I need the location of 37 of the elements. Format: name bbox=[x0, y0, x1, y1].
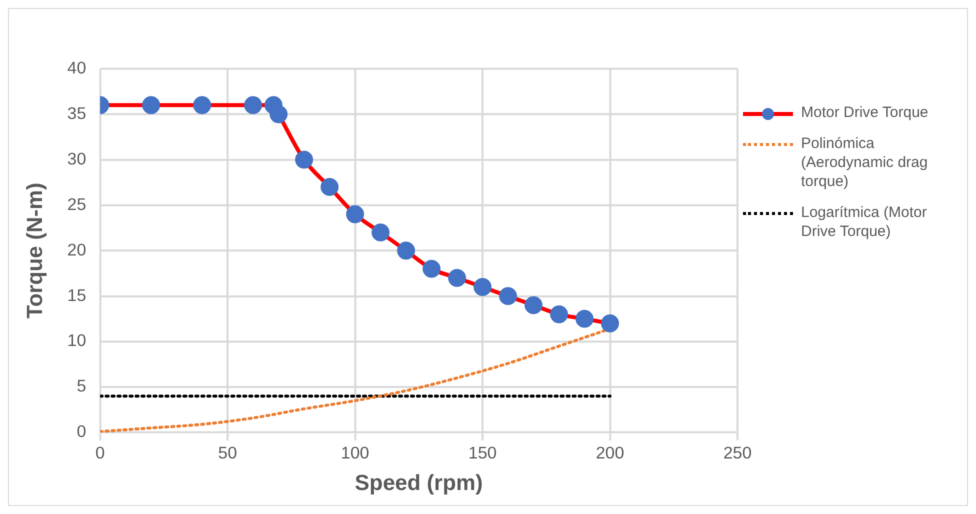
x-axis-title: Speed (rpm) bbox=[354, 470, 483, 495]
y-tick-label: 40 bbox=[67, 58, 86, 78]
point bbox=[448, 268, 466, 287]
y-axis-title: Torque (N-m) bbox=[22, 182, 48, 319]
point bbox=[499, 287, 518, 306]
point bbox=[346, 205, 364, 224]
point bbox=[270, 105, 288, 124]
x-tick-label: 0 bbox=[95, 443, 105, 462]
point bbox=[397, 242, 416, 260]
point bbox=[474, 278, 492, 296]
x-tick-label: 200 bbox=[596, 443, 624, 462]
x-tick-label: 100 bbox=[340, 443, 370, 462]
legend-label: Motor Drive Torque bbox=[801, 103, 928, 122]
point bbox=[550, 305, 568, 324]
y-tick-label: 20 bbox=[67, 240, 86, 260]
point bbox=[524, 296, 543, 314]
x-tick-label: 50 bbox=[218, 443, 238, 462]
point bbox=[142, 96, 160, 114]
legend-label: Logarítmica (Motor Drive Torque) bbox=[801, 203, 928, 241]
point bbox=[372, 223, 390, 242]
y-tick-label: 5 bbox=[76, 376, 86, 396]
y-tick-label: 25 bbox=[67, 194, 86, 214]
y-tick-label: 0 bbox=[76, 422, 86, 442]
y-tick-label: 15 bbox=[67, 286, 86, 305]
point bbox=[422, 260, 441, 278]
point bbox=[320, 178, 339, 196]
y-tick-label: 35 bbox=[67, 104, 86, 123]
point bbox=[576, 310, 594, 328]
x-tick-label: 250 bbox=[723, 443, 752, 462]
y-tick-label: 10 bbox=[67, 331, 86, 350]
point bbox=[244, 96, 262, 114]
legend-label: Polinómica (Aerodynamic drag torque) bbox=[801, 134, 929, 191]
point bbox=[295, 150, 314, 169]
point bbox=[193, 96, 212, 114]
y-tick-label: 30 bbox=[67, 149, 86, 168]
x-tick-label: 150 bbox=[468, 443, 497, 462]
point bbox=[601, 314, 619, 332]
